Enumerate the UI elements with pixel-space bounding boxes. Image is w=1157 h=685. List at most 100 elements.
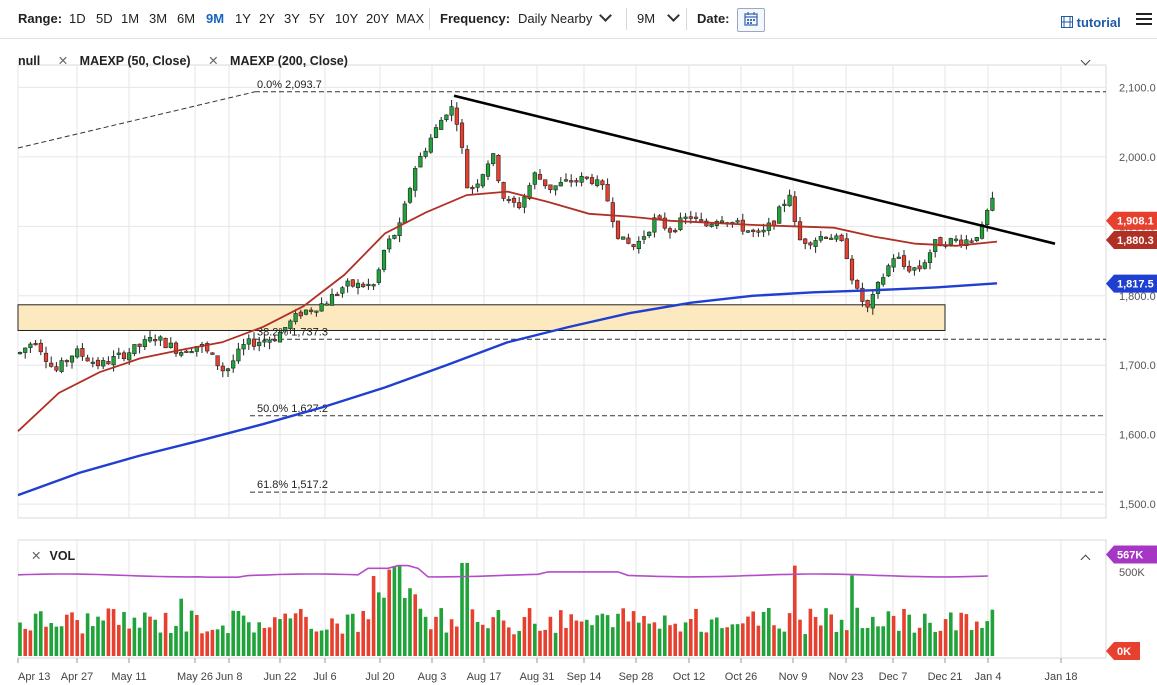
volume-bar [54, 626, 59, 656]
candle-body [610, 202, 615, 222]
volume-bar [465, 562, 469, 656]
range-button-5d[interactable]: 5D [96, 11, 113, 26]
candle-body [329, 294, 335, 306]
remove-indicator-button[interactable]: ✕ [208, 54, 219, 68]
film-icon [1061, 16, 1073, 28]
volume-bar [392, 566, 397, 656]
candle-body [423, 150, 428, 157]
volume-bar [605, 615, 610, 656]
volume-bar [777, 628, 781, 656]
candle-body [964, 239, 969, 246]
volume-bar [938, 630, 943, 656]
volume-bar [600, 613, 605, 656]
volume-bar [137, 627, 142, 656]
volume-bar [891, 615, 896, 656]
range-button-6m[interactable]: 6M [177, 11, 196, 26]
price-tag-label: 1,908.1 [1117, 216, 1154, 228]
range-button-max[interactable]: MAX [396, 11, 425, 26]
volume-bar [824, 608, 828, 656]
period-select[interactable]: 9M [637, 9, 680, 26]
price-tag [1106, 274, 1157, 293]
candle-body [33, 343, 38, 346]
range-button-2y[interactable]: 2Y [259, 11, 275, 26]
candle-body [907, 265, 912, 272]
price-pane [17, 64, 1107, 519]
volume-bar [787, 613, 792, 656]
range-button-10y[interactable]: 10Y [335, 11, 359, 26]
volume-average-line [17, 564, 989, 578]
frequency-select[interactable]: Daily Nearby [518, 9, 613, 26]
menu-icon[interactable] [1136, 13, 1152, 28]
candle-body [75, 348, 80, 358]
volume-bar [876, 626, 880, 656]
range-button-3m[interactable]: 3M [149, 11, 168, 26]
volume-bar [637, 622, 641, 656]
volume-bar [247, 622, 251, 656]
volume-bar [657, 628, 662, 656]
volume-bar [527, 608, 532, 656]
volume-bar [252, 632, 256, 656]
volume-bar [153, 619, 157, 656]
candle-body [267, 339, 272, 343]
range-button-3y[interactable]: 3Y [284, 11, 300, 26]
volume-bar [496, 610, 501, 656]
volume-bar [595, 615, 599, 656]
candle-body [418, 155, 423, 168]
range-button-1m[interactable]: 1M [121, 11, 140, 26]
candle-body [569, 180, 574, 183]
candle-body [64, 360, 69, 363]
volume-bar [491, 617, 495, 656]
volume-bar [309, 628, 313, 656]
volume-bar [221, 625, 225, 656]
candle-body [974, 237, 979, 241]
candle-body [990, 197, 995, 211]
range-button-1d[interactable]: 1D [69, 11, 86, 26]
volume-bar [387, 569, 391, 656]
candle-body [137, 343, 142, 347]
candle-body [465, 149, 470, 189]
volume-bar [751, 611, 755, 656]
candle-body [870, 294, 875, 309]
candle-body [309, 309, 314, 312]
tutorial-link[interactable]: tutorial [1061, 15, 1121, 30]
candle-body [792, 196, 797, 222]
x-tick-label: Sep 14 [567, 671, 602, 683]
range-button-1y[interactable]: 1Y [235, 11, 251, 26]
price-tags: 1,908.1 1,880.3 1,817.5 [1106, 211, 1157, 293]
remove-indicator-button[interactable]: ✕ [57, 54, 69, 68]
volume-bar [548, 616, 553, 656]
range-button-5y[interactable]: 5Y [309, 11, 325, 26]
volume-bar [377, 592, 381, 656]
chart-legend: null ✕ MAEXP (50, Close) ✕ MAEXP (200, C… [18, 53, 348, 68]
candle-body [553, 185, 558, 191]
candle-body [147, 337, 153, 342]
candle-body [548, 184, 553, 191]
candle-body [121, 352, 127, 360]
volume-bar [455, 626, 459, 656]
candle-body [844, 238, 849, 260]
legend-item-null: null [18, 54, 41, 68]
volume-bar [200, 633, 204, 656]
fibonacci-levels: 0.0% 2,093.738.2% 1,737.350.0% 1,627.261… [17, 79, 1106, 493]
volume-bar [215, 629, 220, 656]
candle-body [922, 262, 927, 269]
candle-body [761, 229, 766, 233]
range-button-9m[interactable]: 9M [206, 11, 225, 26]
remove-volume-button[interactable]: ✕ [31, 549, 42, 563]
volume-bar [408, 588, 412, 656]
volume-bar [122, 611, 126, 656]
candle-body [402, 203, 407, 224]
candle-body [153, 339, 158, 342]
volume-bar [730, 624, 735, 656]
volume-bar [449, 619, 454, 656]
volume-bar [704, 632, 709, 656]
volume-bar [210, 629, 215, 656]
calendar-button[interactable] [737, 8, 765, 32]
candle-body [985, 210, 990, 226]
x-tick-label: Jun 8 [216, 671, 243, 683]
volume-bar [663, 615, 667, 656]
range-button-20y[interactable]: 20Y [366, 11, 390, 26]
candle-body [745, 230, 751, 233]
date-label: Date: [697, 11, 730, 26]
